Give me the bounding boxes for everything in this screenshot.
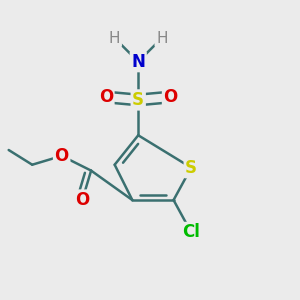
Text: H: H <box>156 31 167 46</box>
Text: O: O <box>164 88 178 106</box>
Text: N: N <box>131 53 145 71</box>
Text: S: S <box>185 159 197 177</box>
Text: O: O <box>55 147 69 165</box>
Text: O: O <box>75 191 89 209</box>
Text: O: O <box>99 88 113 106</box>
Text: H: H <box>109 31 120 46</box>
Text: Cl: Cl <box>182 224 200 242</box>
Text: S: S <box>132 91 144 109</box>
